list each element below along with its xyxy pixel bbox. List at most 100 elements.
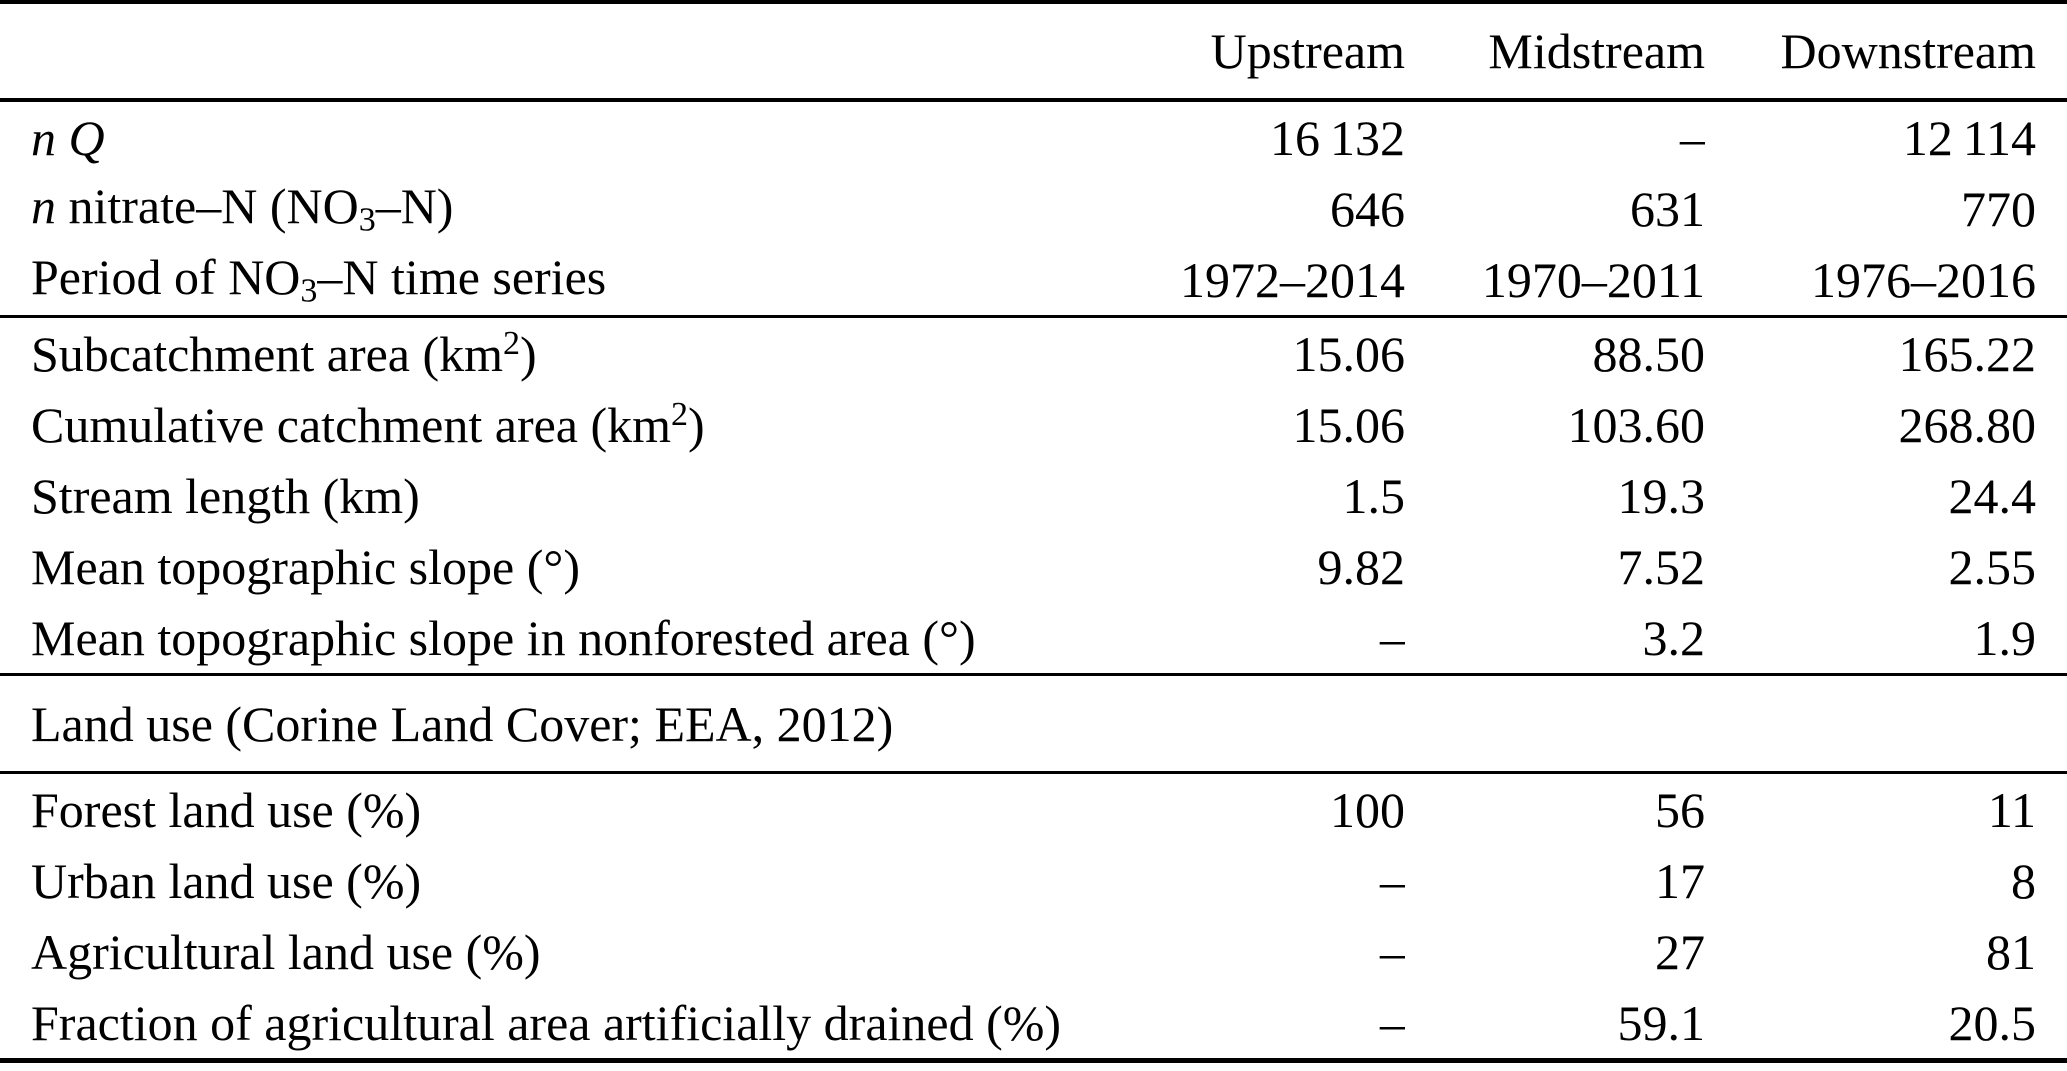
header-empty-cell xyxy=(0,2,1105,100)
row-label: Agricultural land use (%) xyxy=(0,916,1105,987)
value-cell: 15.06 xyxy=(1292,325,1406,382)
table-row: Forest land use (%) 100 56 11 xyxy=(0,773,2067,846)
row-label-text: Period of NO xyxy=(31,249,301,306)
row-label-text: Agricultural land use (%) xyxy=(31,923,541,980)
value-cell: 17 xyxy=(1655,852,1705,909)
value-cell: 268.80 xyxy=(1898,396,2037,453)
row-label-text: Fraction of agricultural area artificial… xyxy=(31,994,1062,1051)
value-cell: – xyxy=(1380,923,1405,980)
value-cell: 59.1 xyxy=(1617,994,1706,1051)
value-cell: 100 xyxy=(1330,781,1405,838)
value-cell: 1970–2011 xyxy=(1481,251,1705,308)
row-label: Land use (Corine Land Cover; EEA, 2012) xyxy=(0,675,1105,773)
row-label-text: –N time series xyxy=(317,249,607,306)
row-label: n nitrate–N (NO3–N) xyxy=(0,173,1105,244)
table-row: Mean topographic slope in nonforested ar… xyxy=(0,602,2067,675)
value-cell: – xyxy=(1380,609,1405,666)
value-cell: 27 xyxy=(1655,923,1705,980)
header-downstream: Downstream xyxy=(1780,23,2037,79)
row-label-text: Mean topographic slope in nonforested ar… xyxy=(31,609,976,666)
row-label-text: Urban land use (%) xyxy=(31,852,422,909)
row-label: Mean topographic slope in nonforested ar… xyxy=(0,602,1105,675)
row-label: Mean topographic slope (°) xyxy=(0,531,1105,602)
table-row: Stream length (km) 1.5 19.3 24.4 xyxy=(0,460,2067,531)
table-row: Subcatchment area (km2) 15.06 88.50 165.22 xyxy=(0,317,2067,390)
table-row: Fraction of agricultural area artificial… xyxy=(0,987,2067,1061)
header-upstream: Upstream xyxy=(1210,23,1405,79)
value-cell xyxy=(1705,675,2067,773)
row-label: Forest land use (%) xyxy=(0,773,1105,846)
value-cell: – xyxy=(1680,109,1705,166)
value-cell: – xyxy=(1380,994,1405,1051)
row-label-text: Cumulative catchment area (km xyxy=(31,396,672,453)
row-label-text: 3 xyxy=(358,201,376,239)
value-cell: 16 132 xyxy=(1269,109,1405,166)
value-cell: 7.52 xyxy=(1617,538,1706,595)
value-cell xyxy=(1405,675,1705,773)
table-row: Land use (Corine Land Cover; EEA, 2012) xyxy=(0,675,2067,773)
value-cell: 56 xyxy=(1655,781,1705,838)
row-label-text: nitrate–N (NO xyxy=(56,178,359,235)
row-label: Stream length (km) xyxy=(0,460,1105,531)
value-cell: 3.2 xyxy=(1642,609,1706,666)
row-label-text: Subcatchment area (km xyxy=(31,325,504,382)
value-cell: 20.5 xyxy=(1948,994,2037,1051)
row-label-text: ) xyxy=(520,325,537,382)
header-row: Upstream Midstream Downstream xyxy=(0,2,2067,100)
header-midstream: Midstream xyxy=(1488,23,1705,79)
row-label-text: n xyxy=(31,109,56,166)
section-catchment-characteristics: Subcatchment area (km2) 15.06 88.50 165.22 C… xyxy=(0,317,2067,675)
value-cell: 9.82 xyxy=(1317,538,1406,595)
value-cell: 1976–2016 xyxy=(1811,251,2036,308)
value-cell: 646 xyxy=(1330,180,1405,237)
value-cell xyxy=(1105,675,1405,773)
row-label-text: –N) xyxy=(375,178,454,235)
value-cell: 2.55 xyxy=(1948,538,2037,595)
table-header: Upstream Midstream Downstream xyxy=(0,2,2067,100)
value-cell: 8 xyxy=(2011,852,2036,909)
value-cell: 103.60 xyxy=(1567,396,1706,453)
value-cell: 19.3 xyxy=(1617,467,1706,524)
section-monitoring-data: n Q 16 132–12 114 n nitrate–N (NO3–N) 646 63… xyxy=(0,100,2067,317)
row-label: Urban land use (%) xyxy=(0,845,1105,916)
table-row: Cumulative catchment area (km2) 15.06 103.… xyxy=(0,389,2067,460)
row-label-text: Q xyxy=(68,109,105,166)
value-cell: 631 xyxy=(1630,180,1705,237)
value-cell: – xyxy=(1380,852,1405,909)
value-cell: 15.06 xyxy=(1292,396,1406,453)
value-cell: 24.4 xyxy=(1948,467,2037,524)
row-label-text: n xyxy=(31,178,56,235)
section-land-use-header: Land use (Corine Land Cover; EEA, 2012) xyxy=(0,675,2067,773)
row-label: Fraction of agricultural area artificial… xyxy=(0,987,1105,1061)
row-label-text: 2 xyxy=(671,395,689,433)
row-label-text: Mean topographic slope (°) xyxy=(31,538,580,595)
row-label-text: Forest land use (%) xyxy=(31,781,422,838)
row-label: n Q xyxy=(0,100,1105,173)
section-land-use-values: Forest land use (%) 100 56 11 Urban land use… xyxy=(0,773,2067,1061)
row-label-text xyxy=(56,110,69,166)
row-label-text: ) xyxy=(688,396,705,453)
table-row: n Q 16 132 – 12 114 xyxy=(0,100,2067,173)
row-label: Subcatchment area (km2) xyxy=(0,317,1105,390)
table-row: Mean topographic slope (°) 9.82 7.52 2.55 xyxy=(0,531,2067,602)
value-cell: 1972–2014 xyxy=(1180,251,1405,308)
value-cell: 81 xyxy=(1986,923,2036,980)
table-row: n nitrate–N (NO3–N) 646 631 770 xyxy=(0,173,2067,244)
row-label-text: Stream length (km) xyxy=(31,467,420,524)
table-row: Urban land use (%) – 17 8 xyxy=(0,845,2067,916)
value-cell: 88.50 xyxy=(1592,325,1706,382)
value-cell: 11 xyxy=(1987,781,2036,838)
row-label-text: 3 xyxy=(300,272,318,310)
row-label-text: Land use (Corine Land Cover; EEA, 2012) xyxy=(31,695,894,752)
table-row: Agricultural land use (%) – 27 81 xyxy=(0,916,2067,987)
value-cell: 1.9 xyxy=(1973,609,2037,666)
value-cell: 12 114 xyxy=(1902,109,2036,166)
value-cell: 1.5 xyxy=(1342,467,1406,524)
row-label-text: 2 xyxy=(503,324,521,362)
table-row: Period of NO3–N time series 1972–2014 1970… xyxy=(0,244,2067,317)
row-label: Period of NO3–N time series xyxy=(0,244,1105,317)
row-label: Cumulative catchment area (km2) xyxy=(0,389,1105,460)
value-cell: 770 xyxy=(1961,180,2036,237)
value-cell: 165.22 xyxy=(1898,325,2037,382)
